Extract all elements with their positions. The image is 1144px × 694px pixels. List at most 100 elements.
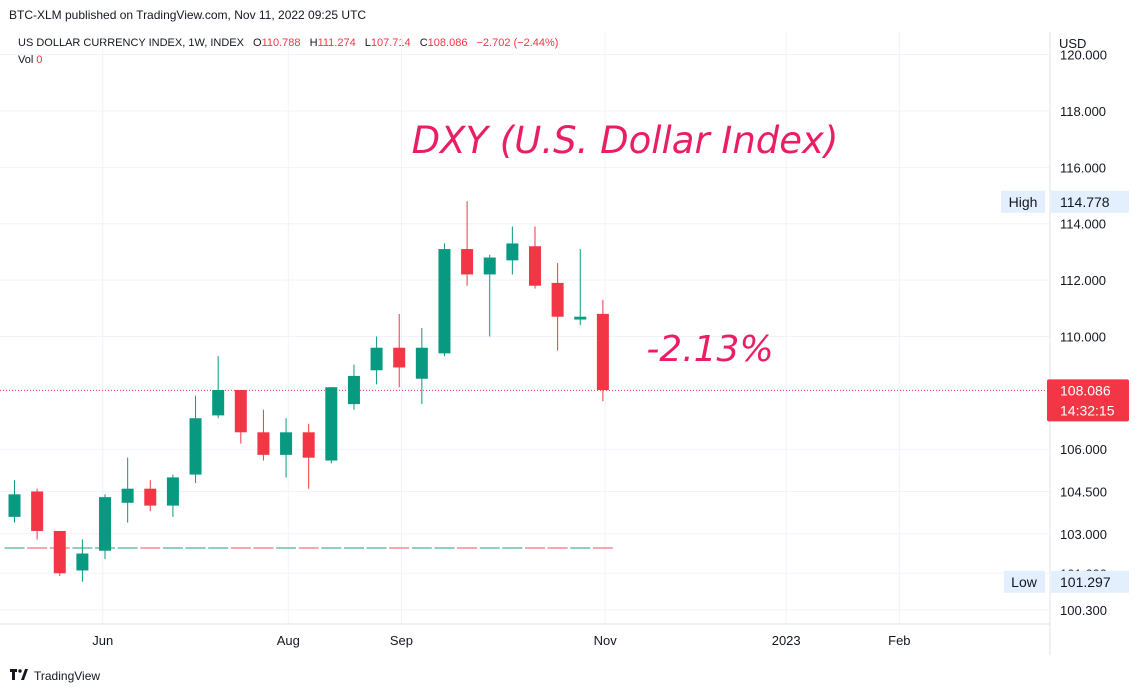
grid-lines bbox=[0, 32, 1050, 624]
legend-change-value: −2.702 (−2.44%) bbox=[476, 37, 559, 49]
volume-bar bbox=[208, 547, 229, 549]
candle-body bbox=[302, 432, 315, 458]
candle-body bbox=[483, 257, 496, 275]
volume-bar bbox=[253, 547, 274, 549]
low-label: Low bbox=[1011, 574, 1038, 590]
candle-body bbox=[189, 418, 202, 475]
low-label-box bbox=[1004, 570, 1045, 593]
time-tick-label: Sep bbox=[390, 633, 413, 648]
volume-bar bbox=[343, 547, 364, 549]
candle-body bbox=[370, 347, 383, 371]
candle-body bbox=[506, 243, 519, 261]
time-tick-label: Aug bbox=[277, 633, 300, 648]
bar-countdown: 14:32:15 bbox=[1060, 402, 1115, 418]
volume-bar bbox=[434, 547, 455, 549]
legend-close-key: C bbox=[419, 37, 428, 49]
price-axis[interactable]: 120.000 118.000 116.000 114.000 112.000 110.0… bbox=[1060, 48, 1107, 618]
footer-brand-name: TradingView bbox=[34, 668, 101, 683]
candle-body bbox=[551, 282, 564, 317]
time-tick-label: Jun bbox=[92, 633, 113, 648]
last-price-tag bbox=[1047, 379, 1129, 422]
volume-bar bbox=[140, 547, 161, 549]
volume-bar bbox=[547, 547, 568, 549]
candle-body bbox=[415, 347, 428, 379]
high-label: High bbox=[1009, 194, 1038, 210]
legend-close-value: 108.086 bbox=[427, 37, 468, 49]
price-axis-markers: High 114.778 Low 101.297 108.086 14:32:15 bbox=[1001, 190, 1129, 593]
volume-bar bbox=[321, 547, 342, 549]
candle-body bbox=[596, 313, 609, 391]
symbol-legend: US DOLLAR CURRENCY INDEX, 1W, INDEX O110… bbox=[18, 35, 558, 69]
volume-bar bbox=[4, 547, 25, 549]
price-tick-label: 116.000 bbox=[1060, 160, 1106, 175]
volume-bar bbox=[366, 547, 387, 549]
legend-open-value: 110.788 bbox=[261, 37, 301, 49]
candle-body bbox=[574, 316, 587, 320]
candle-body bbox=[99, 497, 112, 551]
volume-bar bbox=[502, 547, 523, 549]
price-tick-label: 100.300 bbox=[1060, 603, 1107, 618]
price-tick-label: 104.500 bbox=[1060, 485, 1107, 500]
legend-volume-row: Vol 0 bbox=[18, 52, 558, 69]
price-tick-label: 110.000 bbox=[1060, 329, 1106, 344]
candle-body bbox=[53, 530, 66, 574]
price-tick-label: 103.000 bbox=[1060, 527, 1107, 542]
volume-bar bbox=[27, 547, 48, 549]
candle-body bbox=[438, 249, 451, 354]
volume-bars bbox=[4, 547, 613, 549]
legend-low-key: L bbox=[364, 37, 371, 49]
candle-body bbox=[347, 375, 360, 405]
legend-low-value: 107.714 bbox=[370, 37, 411, 49]
publisher-caption: BTC-XLM published on TradingView.com, No… bbox=[9, 8, 367, 22]
volume-bar bbox=[389, 547, 410, 549]
candle-body bbox=[325, 387, 338, 461]
high-label-box bbox=[1001, 190, 1045, 213]
time-tick-label: Feb bbox=[888, 633, 910, 648]
chart-title: DXY (U.S. Dollar Index) bbox=[412, 119, 839, 162]
price-tick-label: 106.000 bbox=[1060, 442, 1107, 457]
price-tick-label: 112.000 bbox=[1060, 273, 1106, 288]
tradingview-logo-icon bbox=[10, 668, 28, 683]
volume-bar bbox=[162, 547, 183, 549]
candles bbox=[8, 201, 609, 582]
volume-bar bbox=[411, 547, 432, 549]
last-price-value: 108.086 bbox=[1060, 382, 1111, 398]
footer-brand[interactable]: TradingView bbox=[10, 668, 100, 683]
legend-open-key: O bbox=[253, 37, 262, 49]
legend-ohlc-row: US DOLLAR CURRENCY INDEX, 1W, INDEX O110… bbox=[18, 35, 558, 52]
volume-bar bbox=[457, 547, 478, 549]
volume-bar bbox=[479, 547, 500, 549]
candle-body bbox=[257, 432, 270, 455]
volume-bar bbox=[230, 547, 251, 549]
high-price-box bbox=[1051, 190, 1129, 213]
candle-body bbox=[8, 494, 21, 517]
candle-body bbox=[234, 390, 247, 433]
high-price: 114.778 bbox=[1060, 194, 1110, 210]
change-annotation: -2.13% bbox=[646, 329, 773, 370]
price-tick-label: 120.000 bbox=[1060, 48, 1107, 63]
candle-body bbox=[461, 249, 474, 275]
candle-body bbox=[280, 432, 293, 455]
price-tick-label: 118.000 bbox=[1060, 104, 1106, 119]
legend-volume-value: 0 bbox=[36, 54, 43, 66]
low-price: 101.297 bbox=[1060, 574, 1111, 590]
candle-body bbox=[528, 246, 541, 286]
candle-body bbox=[393, 347, 406, 368]
candle-body bbox=[212, 390, 225, 416]
volume-bar bbox=[592, 547, 613, 549]
price-tick-label: 114.000 bbox=[1060, 217, 1106, 232]
volume-bar bbox=[570, 547, 591, 549]
price-scale-currency[interactable]: USD bbox=[1059, 36, 1087, 51]
volume-bar bbox=[276, 547, 297, 549]
candle-body bbox=[144, 488, 157, 506]
time-tick-label: 2023 bbox=[772, 633, 801, 648]
candle-body bbox=[121, 488, 134, 503]
legend-volume-key[interactable]: Vol bbox=[18, 54, 34, 66]
volume-bar bbox=[298, 547, 319, 549]
low-price-box bbox=[1051, 570, 1129, 593]
time-axis[interactable]: Jun Aug Sep Nov 2023 Feb bbox=[92, 633, 910, 648]
legend-symbol[interactable]: US DOLLAR CURRENCY INDEX, 1W, INDEX bbox=[18, 37, 244, 49]
volume-bar bbox=[524, 547, 545, 549]
volume-bar bbox=[185, 547, 206, 549]
